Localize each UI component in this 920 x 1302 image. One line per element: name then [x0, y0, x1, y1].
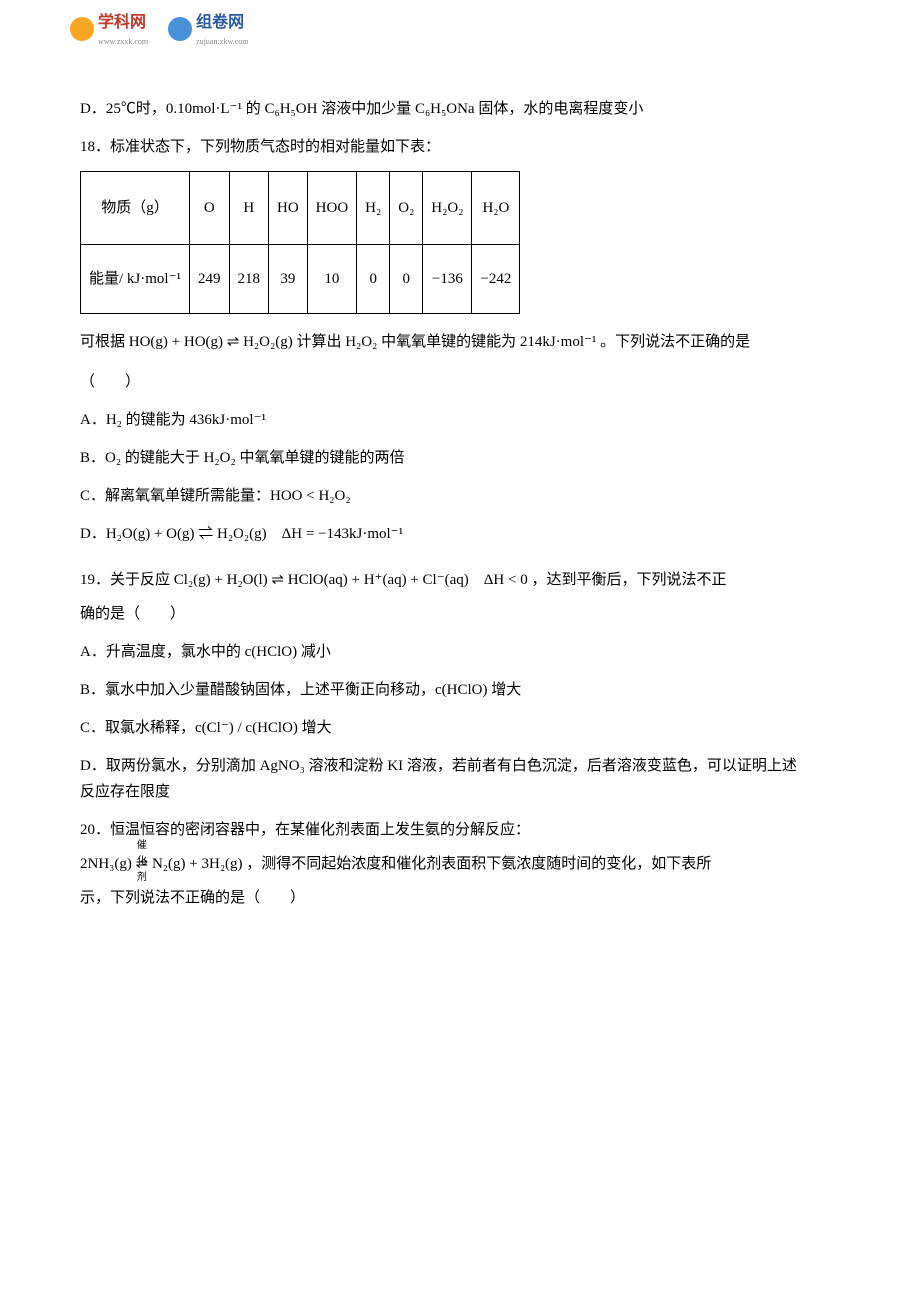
table-row: 物质（g） O H HO HOO H₂ O₂ H₂O₂ H₂O [81, 172, 520, 245]
logo-zujuan: 组卷网 zujuan.xkw.com [168, 10, 248, 48]
table-row: 能量/ kJ·mol⁻¹ 249 218 39 10 0 0 −136 −242 [81, 245, 520, 314]
q18-stem: 18．标准状态下，下列物质气态时的相对能量如下表： [80, 135, 840, 159]
table-cell: O [190, 172, 230, 245]
q19-option-c: C．取氯水稀释，c(Cl⁻) / c(HClO) 增大 [80, 716, 840, 740]
table-cell: H₂O [472, 172, 520, 245]
q19-stem-1: 19．关于反应 Cl₂(g) + H₂O(l) ⇌ HClO(aq) + H⁺(… [80, 568, 840, 592]
q18-option-c: C．解离氧氧单键所需能量：HOO < H₂O₂ [80, 484, 840, 508]
question-number: 19． [80, 572, 110, 588]
q18-body: 可根据 HO(g) + HO(g) ⇌ H₂O₂(g) 计算出 H₂O₂ 中氧氧… [80, 330, 840, 354]
logo-title: 学科网 [98, 10, 146, 36]
q19-option-a: A．升高温度，氯水中的 c(HClO) 减小 [80, 640, 840, 664]
table-cell: H₂O₂ [423, 172, 472, 245]
logo-xuekewang: 学科网 www.zxxk.com [70, 10, 148, 48]
q18-blank: （ ） [80, 370, 840, 394]
logo-text-group: 学科网 www.zxxk.com [98, 10, 148, 48]
q19-stem-2: 确的是（ ） [80, 602, 840, 626]
equilibrium-arrow-icon: ⇌ [271, 572, 284, 588]
logo-url: www.zxxk.com [98, 36, 148, 49]
q17-option-d: D．25℃时，0.10mol·L⁻¹ 的 C₆H₅OH 溶液中加少量 C₆H₅O… [80, 97, 840, 121]
page-content: D．25℃时，0.10mol·L⁻¹ 的 C₆H₅OH 溶液中加少量 C₆H₅O… [0, 53, 920, 980]
table-cell: HOO [307, 172, 357, 245]
question-number: 20． [80, 822, 110, 838]
stem-text: 关于反应 Cl₂(g) + H₂O(l) [110, 572, 271, 588]
table-cell: −242 [472, 245, 520, 314]
table-cell: −136 [423, 245, 472, 314]
q20-stem-3: 示，下列说法不正确的是（ ） [80, 886, 840, 910]
table-cell: H [229, 172, 269, 245]
table-header-cell: 能量/ kJ·mol⁻¹ [81, 245, 190, 314]
q18-option-b: B．O₂ 的键能大于 H₂O₂ 中氧氧单键的键能的两倍 [80, 446, 840, 470]
stem-text: 标准状态下，下列物质气态时的相对能量如下表： [110, 139, 440, 155]
table-cell: O₂ [390, 172, 423, 245]
equation-text: 2NH₃(g) [80, 856, 136, 872]
q19-option-d-line1: D．取两份氯水，分别滴加 AgNO₃ 溶液和淀粉 KI 溶液，若前者有白色沉淀，… [80, 754, 840, 778]
table-cell: 39 [269, 245, 308, 314]
equation-text: N₂(g) + 3H₂(g) ，测得不同起始浓度和催化剂表面积下氨浓度随时间的变… [148, 856, 711, 872]
q18-option-d: D．H₂O(g) + O(g) ⇌ H₂O₂(g) ΔH = −143kJ·mo… [80, 522, 840, 546]
logo-title: 组卷网 [196, 10, 244, 36]
table-cell: HO [269, 172, 308, 245]
table-cell: H₂ [357, 172, 390, 245]
table-header-cell: 物质（g） [81, 172, 190, 245]
graduate-icon [70, 17, 94, 41]
table-cell: 218 [229, 245, 269, 314]
catalyst-arrow: 催化剂⇌ [136, 852, 149, 876]
q19-option-d-line2: 反应存在限度 [80, 780, 840, 804]
logo-text-group: 组卷网 zujuan.xkw.com [196, 10, 248, 48]
table-cell: 10 [307, 245, 357, 314]
table-cell: 0 [390, 245, 423, 314]
page-header: 学科网 www.zxxk.com 组卷网 zujuan.xkw.com [0, 0, 920, 53]
q19-option-b: B．氯水中加入少量醋酸钠固体，上述平衡正向移动，c(HClO) 增大 [80, 678, 840, 702]
q18-option-a: A．H₂ 的键能为 436kJ·mol⁻¹ [80, 408, 840, 432]
q20-stem-2: 2NH₃(g) 催化剂⇌ N₂(g) + 3H₂(g) ，测得不同起始浓度和催化… [80, 852, 840, 876]
question-number: 18． [80, 139, 110, 155]
stem-text: 恒温恒容的密闭容器中，在某催化剂表面上发生氨的分解反应： [110, 822, 530, 838]
q20-stem-1: 20．恒温恒容的密闭容器中，在某催化剂表面上发生氨的分解反应： [80, 818, 840, 842]
energy-table: 物质（g） O H HO HOO H₂ O₂ H₂O₂ H₂O 能量/ kJ·m… [80, 171, 520, 314]
table-cell: 249 [190, 245, 230, 314]
stem-text: HClO(aq) + H⁺(aq) + Cl⁻(aq) ΔH < 0 ，达到平衡… [284, 572, 726, 588]
scholar-icon [168, 17, 192, 41]
logo-url: zujuan.xkw.com [196, 36, 248, 49]
table-cell: 0 [357, 245, 390, 314]
